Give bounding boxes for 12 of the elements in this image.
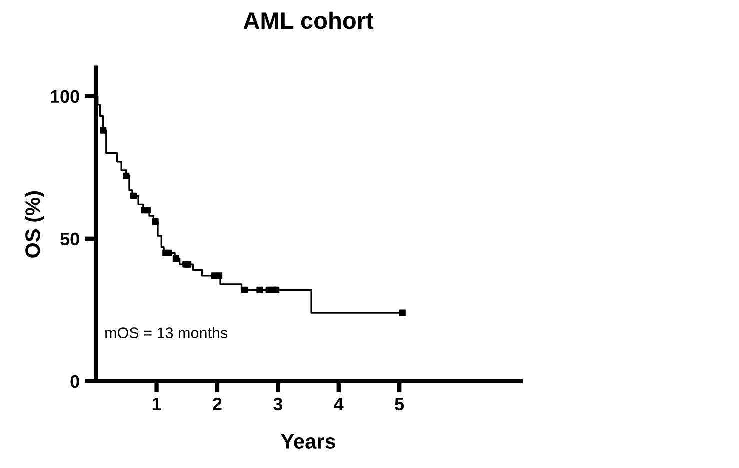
chart-title: AML cohort <box>244 12 374 30</box>
x-tick-label: 1 <box>152 398 162 410</box>
x-axis-title: Years <box>281 434 336 449</box>
x-tick-label: 5 <box>395 398 404 411</box>
y-tick-label: 0 <box>70 375 80 388</box>
y-axis-title: OS (%) <box>25 192 44 258</box>
x-tick-label: 2 <box>213 398 222 410</box>
y-tick-label: 100 <box>51 90 80 104</box>
x-tick-label: 3 <box>274 398 283 411</box>
x-tick-label: 4 <box>334 398 344 410</box>
y-tick-label: 50 <box>60 232 80 246</box>
annotation: mOS = 13 months <box>106 327 228 338</box>
